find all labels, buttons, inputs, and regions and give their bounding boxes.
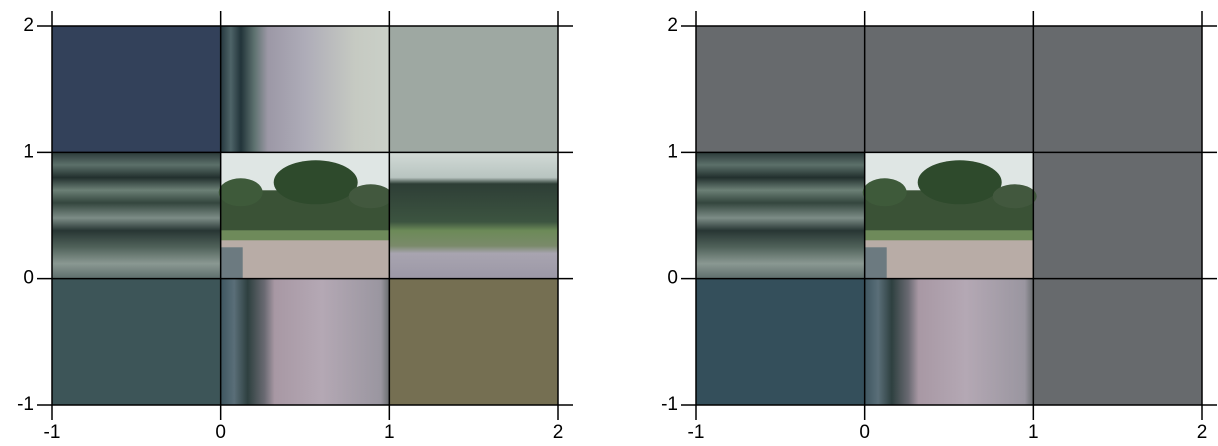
x-tick-label: 2 (1197, 422, 1208, 443)
y-tick-label: 2 (667, 15, 678, 36)
page: {"chart_data": [ {"type": "image", "xlim… (0, 0, 1218, 446)
y-tick-label: -1 (17, 394, 34, 415)
x-tick-label: -1 (44, 422, 61, 443)
x-tick-label: 0 (859, 422, 870, 443)
x-tick-label: 0 (215, 422, 226, 443)
y-tick-label: 2 (23, 15, 34, 36)
x-tick-label: 2 (553, 422, 564, 443)
image-panel (696, 26, 1202, 405)
y-tick-label: 1 (667, 141, 678, 162)
y-tick-label: 1 (23, 141, 34, 162)
y-tick-label: -1 (661, 394, 678, 415)
figure: -1 0 1 2 -1 0 1 2 -1 0 1 2 -1 0 1 2 (0, 0, 1218, 446)
y-tick-label: 0 (23, 268, 34, 289)
x-tick-label: 1 (1028, 422, 1039, 443)
y-tick-label: 0 (667, 268, 678, 289)
image-panel (52, 26, 558, 405)
x-tick-label: 1 (384, 422, 395, 443)
x-tick-label: -1 (688, 422, 705, 443)
